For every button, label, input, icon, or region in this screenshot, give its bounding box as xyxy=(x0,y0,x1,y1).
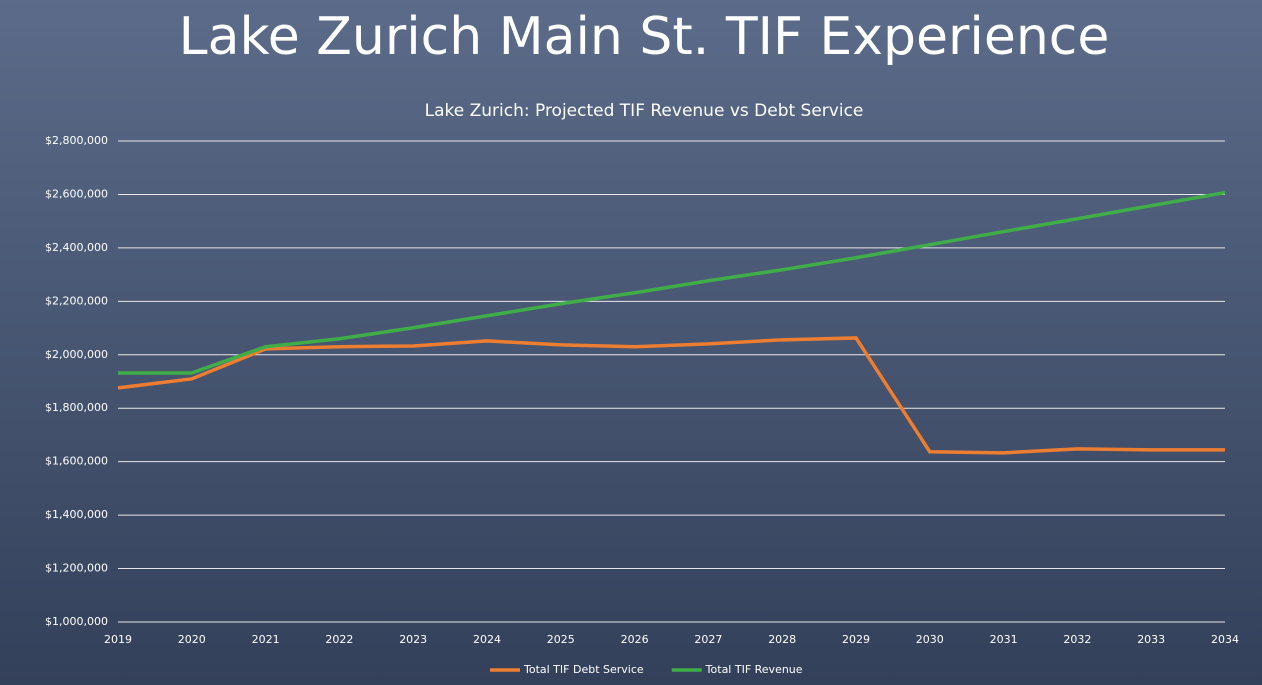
y-tick-label: $2,800,000 xyxy=(45,134,108,147)
series-line xyxy=(118,190,1226,375)
y-tick-label: $2,400,000 xyxy=(45,241,108,254)
x-tick-label: 2032 xyxy=(1063,633,1091,646)
y-tick-label: $1,800,000 xyxy=(45,401,108,414)
x-tick-label: 2026 xyxy=(621,633,649,646)
x-tick-label: 2021 xyxy=(252,633,280,646)
x-tick-label: 2023 xyxy=(399,633,427,646)
x-tick-label: 2033 xyxy=(1137,633,1165,646)
x-tick-label: 2025 xyxy=(547,633,575,646)
y-tick-label: $1,200,000 xyxy=(45,562,108,575)
x-tick-label: 2020 xyxy=(178,633,206,646)
x-tick-label: 2019 xyxy=(104,633,132,646)
y-tick-label: $1,400,000 xyxy=(45,508,108,521)
y-tick-label: $2,600,000 xyxy=(45,187,108,200)
series-line xyxy=(117,336,1225,455)
legend-label: Total TIF Revenue xyxy=(705,663,803,676)
y-tick-label: $2,000,000 xyxy=(45,348,108,361)
x-tick-label: 2022 xyxy=(325,633,353,646)
x-tick-label: 2029 xyxy=(842,633,870,646)
x-tick-label: 2024 xyxy=(473,633,501,646)
y-tick-label: $1,600,000 xyxy=(45,455,108,468)
slide-title: Lake Zurich Main St. TIF Experience xyxy=(179,7,1110,67)
y-tick-label: $2,200,000 xyxy=(45,294,108,307)
x-tick-label: 2028 xyxy=(768,633,796,646)
x-tick-label: 2030 xyxy=(916,633,944,646)
chart-title: Lake Zurich: Projected TIF Revenue vs De… xyxy=(425,101,864,121)
legend-label: Total TIF Debt Service xyxy=(523,663,644,676)
x-tick-label: 2034 xyxy=(1211,633,1239,646)
x-tick-label: 2031 xyxy=(990,633,1018,646)
x-tick-label: 2027 xyxy=(694,633,722,646)
y-tick-label: $1,000,000 xyxy=(45,615,108,628)
